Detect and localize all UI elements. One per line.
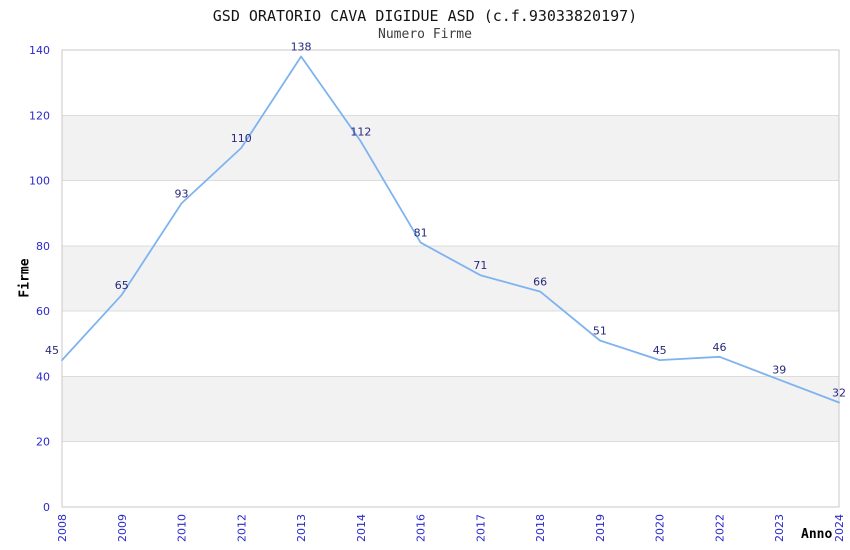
value-label: 45: [653, 344, 667, 357]
x-tick-label: 2014: [355, 514, 368, 542]
x-tick-label: 2019: [594, 514, 607, 542]
value-label: 71: [473, 259, 487, 272]
y-tick-label: 140: [29, 44, 50, 57]
x-tick-label: 2013: [295, 514, 308, 542]
y-tick-label: 120: [29, 109, 50, 122]
value-label: 51: [593, 325, 607, 338]
value-label: 93: [175, 187, 189, 200]
value-label: 112: [350, 125, 371, 138]
x-tick-label: 2017: [474, 514, 487, 542]
grid-band: [62, 245, 839, 312]
value-label: 32: [832, 387, 846, 400]
grid-band: [62, 376, 839, 442]
y-tick-label: 80: [36, 240, 50, 253]
x-tick-label: 2024: [833, 514, 846, 542]
y-tick-label: 0: [43, 501, 50, 514]
x-tick-label: 2009: [116, 514, 129, 542]
x-axis-title: Anno: [801, 527, 833, 542]
x-tick-label: 2023: [773, 514, 786, 542]
chart-subtitle: Numero Firme: [378, 27, 472, 42]
x-tick-label: 2016: [415, 514, 428, 542]
value-label: 65: [115, 279, 129, 292]
value-label: 81: [414, 227, 428, 240]
value-label: 66: [533, 276, 547, 289]
x-tick-label: 2010: [176, 514, 189, 542]
y-tick-label: 100: [29, 175, 50, 188]
y-tick-label: 60: [36, 305, 50, 318]
value-label: 138: [291, 41, 312, 54]
y-tick-label: 20: [36, 436, 50, 449]
chart-title: GSD ORATORIO CAVA DIGIDUE ASD (c.f.93033…: [212, 7, 638, 25]
value-label: 39: [772, 364, 786, 377]
x-tick-label: 2018: [534, 514, 547, 542]
value-label: 45: [45, 344, 59, 357]
x-tick-label: 2008: [56, 514, 69, 542]
x-tick-label: 2022: [713, 514, 726, 542]
value-label: 110: [231, 132, 252, 145]
y-tick-label: 40: [36, 370, 50, 383]
series-line: [61, 55, 840, 404]
value-label: 46: [712, 341, 726, 354]
x-tick-label: 2020: [654, 514, 667, 542]
grid-band: [62, 115, 839, 181]
plot-border: [61, 49, 840, 508]
x-tick-label: 2012: [235, 514, 248, 542]
